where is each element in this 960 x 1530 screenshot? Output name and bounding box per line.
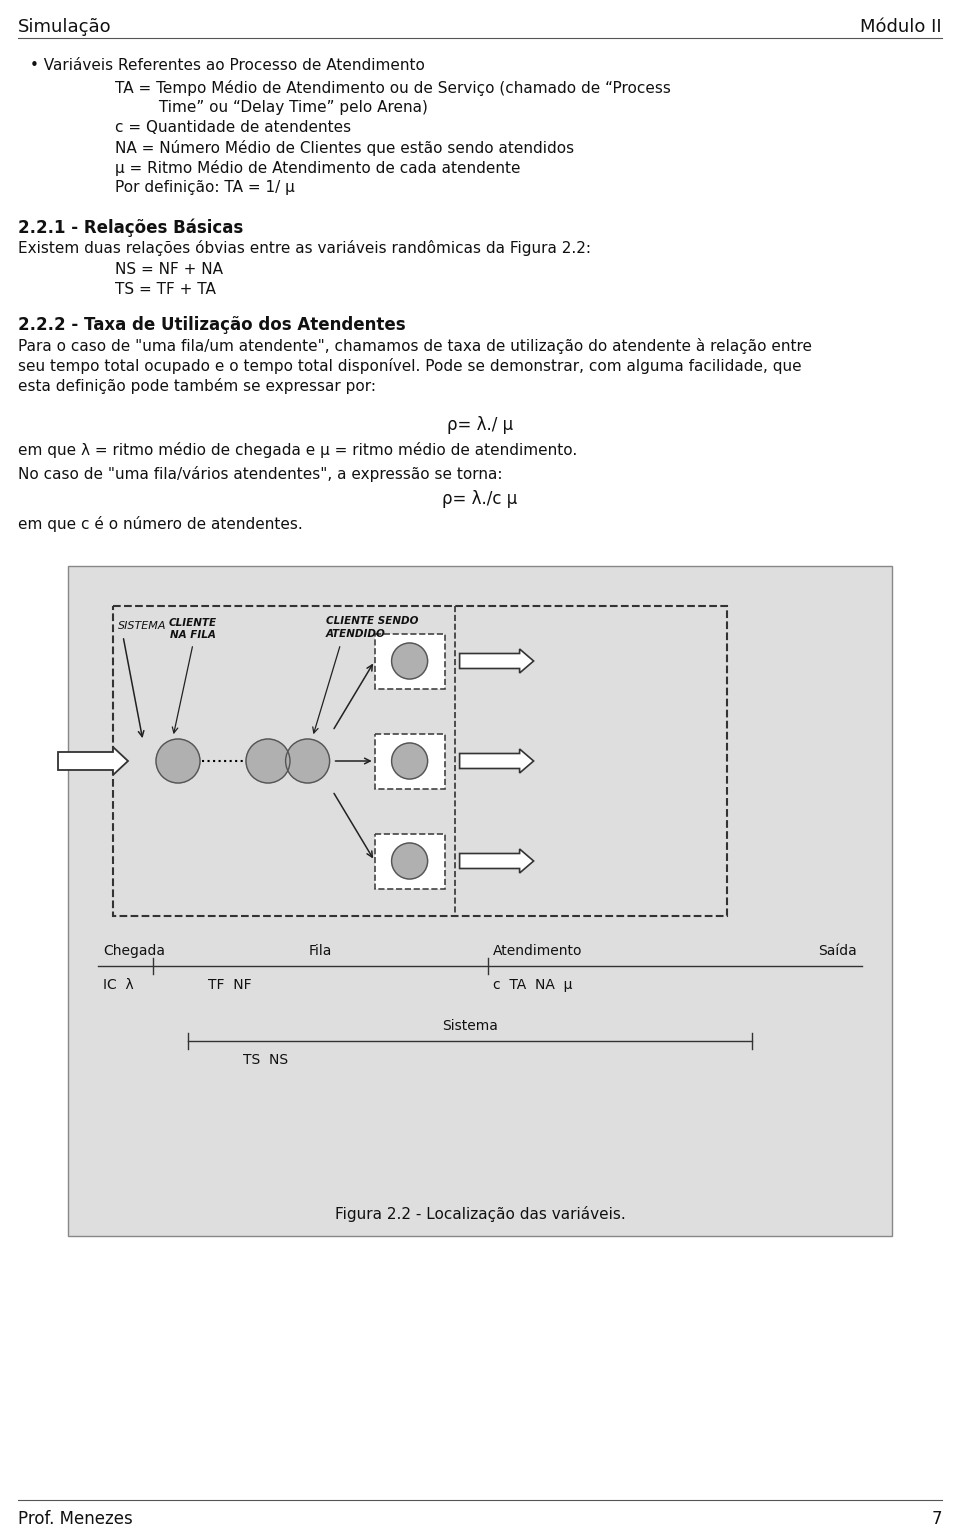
Text: em que c é o número de atendentes.: em que c é o número de atendentes. (18, 516, 302, 532)
Text: Por definição: TA = 1/ μ: Por definição: TA = 1/ μ (115, 181, 295, 194)
Text: seu tempo total ocupado e o tempo total disponível. Pode se demonstrar, com algu: seu tempo total ocupado e o tempo total … (18, 358, 802, 373)
Text: c  TA  NA  μ: c TA NA μ (493, 978, 572, 991)
Circle shape (392, 643, 427, 679)
Text: CLIENTE: CLIENTE (169, 618, 217, 627)
Text: IC  λ: IC λ (103, 978, 133, 991)
Text: Fila: Fila (309, 944, 332, 958)
Bar (113, 606, 727, 916)
Text: Saída: Saída (818, 944, 857, 958)
Text: 7: 7 (931, 1510, 942, 1528)
FancyArrow shape (460, 750, 534, 773)
Text: • Variáveis Referentes ao Processo de Atendimento: • Variáveis Referentes ao Processo de At… (30, 58, 425, 73)
Text: TA = Tempo Médio de Atendimento ou de Serviço (chamado de “Process: TA = Tempo Médio de Atendimento ou de Se… (115, 80, 671, 96)
Circle shape (286, 739, 329, 783)
Circle shape (156, 739, 200, 783)
FancyArrow shape (58, 747, 128, 776)
Text: Time” ou “Delay Time” pelo Arena): Time” ou “Delay Time” pelo Arena) (115, 99, 428, 115)
Text: ρ= λ./ μ: ρ= λ./ μ (447, 416, 513, 435)
Text: No caso de "uma fila/vários atendentes", a expressão se torna:: No caso de "uma fila/vários atendentes",… (18, 467, 502, 482)
Text: NA = Número Médio de Clientes que estão sendo atendidos: NA = Número Médio de Clientes que estão … (115, 141, 574, 156)
Text: Chegada: Chegada (103, 944, 165, 958)
Text: Existem duas relações óbvias entre as variáveis randômicas da Figura 2.2:: Existem duas relações óbvias entre as va… (18, 240, 591, 256)
Circle shape (392, 744, 427, 779)
Text: Atendimento: Atendimento (493, 944, 583, 958)
Text: μ = Ritmo Médio de Atendimento de cada atendente: μ = Ritmo Médio de Atendimento de cada a… (115, 161, 520, 176)
Bar (374, 633, 444, 688)
Text: Prof. Menezes: Prof. Menezes (18, 1510, 132, 1528)
Text: 2.2.2 - Taxa de Utilização dos Atendentes: 2.2.2 - Taxa de Utilização dos Atendente… (18, 317, 406, 334)
Text: esta definição pode também se expressar por:: esta definição pode também se expressar … (18, 378, 376, 395)
Circle shape (392, 843, 427, 880)
FancyArrow shape (460, 849, 534, 874)
FancyArrow shape (460, 649, 534, 673)
Bar (374, 733, 444, 788)
Bar (68, 566, 892, 1236)
Bar (374, 834, 444, 889)
Text: ATENDIDO: ATENDIDO (325, 629, 386, 640)
Text: NS = NF + NA: NS = NF + NA (115, 262, 223, 277)
Text: CLIENTE SENDO: CLIENTE SENDO (325, 617, 419, 626)
Text: ρ= λ./c μ: ρ= λ./c μ (443, 490, 517, 508)
Text: Simulação: Simulação (18, 18, 111, 37)
Text: Para o caso de "uma fila/um atendente", chamamos de taxa de utilização do atende: Para o caso de "uma fila/um atendente", … (18, 338, 812, 353)
Text: 2.2.1 - Relações Básicas: 2.2.1 - Relações Básicas (18, 217, 243, 237)
Circle shape (246, 739, 290, 783)
Text: TS = TF + TA: TS = TF + TA (115, 282, 216, 297)
Text: em que λ = ritmo médio de chegada e μ = ritmo médio de atendimento.: em que λ = ritmo médio de chegada e μ = … (18, 442, 577, 457)
Text: TF  NF: TF NF (208, 978, 252, 991)
Text: Sistema: Sistema (442, 1019, 498, 1033)
Text: TS  NS: TS NS (243, 1053, 288, 1066)
Text: c = Quantidade de atendentes: c = Quantidade de atendentes (115, 119, 351, 135)
Text: Figura 2.2 - Localização das variáveis.: Figura 2.2 - Localização das variáveis. (335, 1206, 625, 1222)
Text: SISTEMA: SISTEMA (118, 621, 166, 630)
Text: Módulo II: Módulo II (860, 18, 942, 37)
Text: NA FILA: NA FILA (170, 630, 216, 640)
